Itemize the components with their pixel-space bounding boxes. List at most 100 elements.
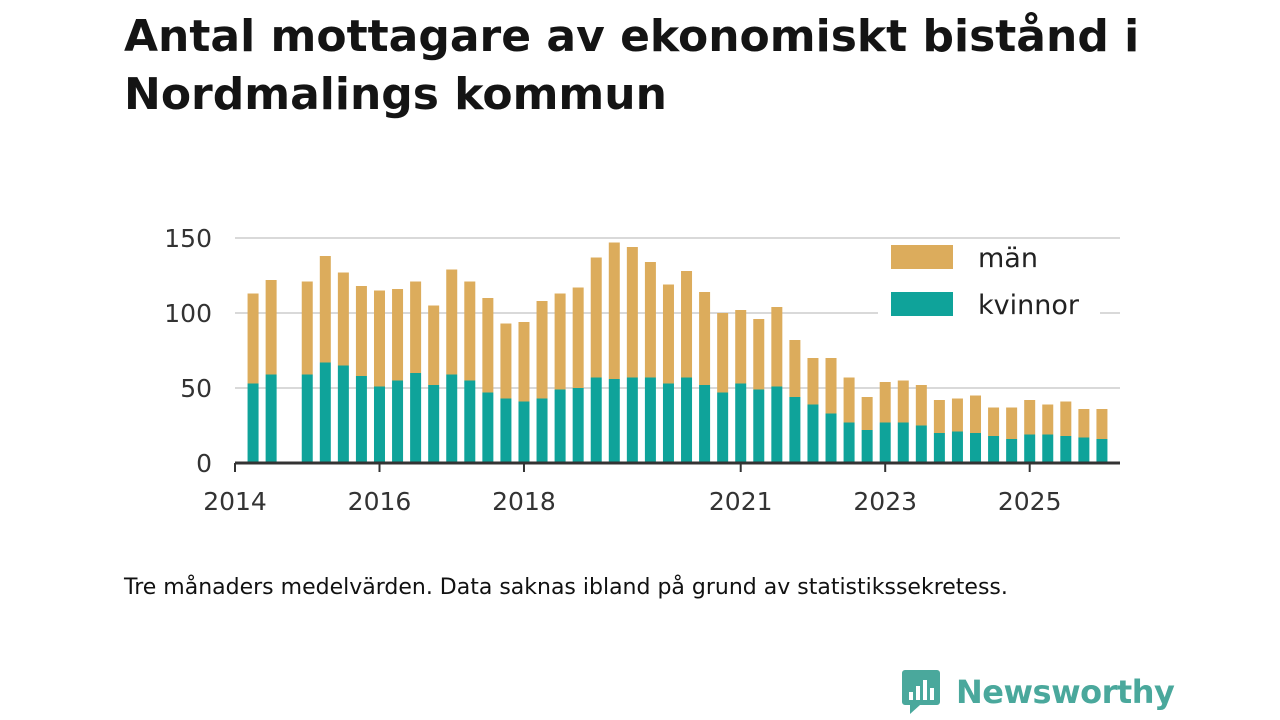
bar-man bbox=[879, 382, 891, 423]
bar-kvinnor bbox=[392, 380, 404, 463]
brand-name: Newsworthy bbox=[956, 673, 1175, 711]
bar-kvinnor bbox=[988, 436, 1000, 463]
y-tick-label: 0 bbox=[196, 449, 212, 478]
bar-kvinnor bbox=[879, 422, 891, 463]
bar-kvinnor bbox=[717, 392, 729, 463]
bar-kvinnor bbox=[536, 398, 548, 463]
bar-man bbox=[771, 307, 783, 387]
bar-kvinnor bbox=[735, 383, 747, 463]
bar-kvinnor bbox=[662, 383, 674, 463]
bar-kvinnor bbox=[951, 431, 963, 463]
bar-man bbox=[572, 287, 584, 388]
y-tick-label: 150 bbox=[164, 224, 212, 253]
x-axis: 2014 2016 2018 2021 2023 2025 bbox=[203, 461, 1120, 516]
bar-kvinnor bbox=[626, 377, 638, 463]
bar-kvinnor bbox=[644, 377, 656, 463]
bar-man bbox=[464, 281, 476, 381]
x-tick-label: 2018 bbox=[492, 487, 556, 516]
bar-man bbox=[626, 247, 638, 378]
bar-kvinnor bbox=[789, 397, 801, 463]
bar-kvinnor bbox=[699, 385, 711, 463]
bar-kvinnor bbox=[500, 398, 512, 463]
y-tick-label: 100 bbox=[164, 299, 212, 328]
bar-man bbox=[933, 400, 945, 433]
legend-label: män bbox=[978, 243, 1038, 274]
bar-kvinnor bbox=[825, 413, 837, 463]
bar-man bbox=[735, 310, 747, 384]
bar-man bbox=[536, 301, 548, 399]
bar-man bbox=[608, 242, 620, 379]
y-axis: 0 50 100 150 bbox=[164, 224, 212, 478]
bar-kvinnor bbox=[337, 365, 349, 463]
bar-kvinnor bbox=[446, 374, 458, 463]
bar-kvinnor bbox=[1060, 436, 1072, 463]
bar-kvinnor bbox=[590, 377, 602, 463]
legend-label: kvinnor bbox=[978, 290, 1080, 321]
bar-man bbox=[373, 290, 385, 387]
x-tick-label: 2021 bbox=[709, 487, 773, 516]
x-tick-label: 2016 bbox=[348, 487, 412, 516]
bar-kvinnor bbox=[897, 422, 909, 463]
legend-swatch-kvinnor bbox=[891, 292, 953, 316]
legend-swatch-man bbox=[891, 245, 953, 269]
bar-man bbox=[518, 322, 530, 402]
bar-man bbox=[1096, 409, 1108, 439]
bar-man bbox=[428, 305, 440, 385]
bar-man bbox=[500, 323, 512, 399]
bar-man bbox=[753, 319, 765, 390]
bar-kvinnor bbox=[807, 404, 819, 463]
page-title: Antal mottagare av ekonomiskt bistånd i … bbox=[124, 11, 1140, 120]
bar-kvinnor bbox=[681, 377, 693, 463]
bar-man bbox=[897, 380, 909, 423]
bar-kvinnor bbox=[970, 433, 982, 463]
bar-kvinnor bbox=[464, 380, 476, 463]
x-tick-label: 2023 bbox=[853, 487, 917, 516]
bar-kvinnor bbox=[843, 422, 855, 463]
bar-kvinnor bbox=[301, 374, 313, 463]
bar-man bbox=[1024, 400, 1036, 435]
bar-man bbox=[662, 284, 674, 384]
bar-man bbox=[789, 340, 801, 397]
bar-man bbox=[554, 293, 566, 390]
bar-man bbox=[861, 397, 873, 430]
bar-kvinnor bbox=[554, 389, 566, 463]
bar-kvinnor bbox=[861, 430, 873, 463]
bar-man bbox=[681, 271, 693, 378]
bar-kvinnor bbox=[1024, 434, 1036, 463]
bar-kvinnor bbox=[247, 383, 259, 463]
bar-man bbox=[644, 262, 656, 378]
y-tick-label: 50 bbox=[180, 374, 212, 403]
stacked-bar-chart: 0 50 100 150 2014 2016 2018 2021 2023 2025 män kv… bbox=[164, 224, 1120, 516]
x-tick-label: 2025 bbox=[998, 487, 1062, 516]
bar-man bbox=[410, 281, 422, 373]
brand-logo[interactable]: Newsworthy bbox=[900, 668, 1175, 716]
bar-man bbox=[951, 398, 963, 432]
bar-kvinnor bbox=[410, 373, 422, 463]
bar-man bbox=[1042, 404, 1054, 435]
legend: män kvinnor bbox=[878, 240, 1100, 321]
bar-man bbox=[1078, 409, 1090, 438]
bar-man bbox=[807, 358, 819, 405]
bar-man bbox=[265, 280, 277, 375]
footnote: Tre månaders medelvärden. Data saknas ib… bbox=[124, 575, 1008, 600]
bar-kvinnor bbox=[428, 385, 440, 463]
bar-kvinnor bbox=[1042, 434, 1054, 463]
bar-man bbox=[446, 269, 458, 375]
bar-kvinnor bbox=[355, 376, 367, 463]
bar-man bbox=[699, 292, 711, 385]
bar-man bbox=[301, 281, 313, 375]
bar-kvinnor bbox=[373, 386, 385, 463]
bar-man bbox=[590, 257, 602, 378]
bar-kvinnor bbox=[265, 374, 277, 463]
bar-man bbox=[1060, 401, 1072, 436]
bar-man bbox=[319, 256, 331, 363]
bar-kvinnor bbox=[1078, 437, 1090, 463]
bar-kvinnor bbox=[915, 425, 927, 463]
bar-chart-logo-icon bbox=[902, 670, 940, 714]
bar-kvinnor bbox=[518, 401, 530, 463]
bar-man bbox=[1006, 407, 1018, 439]
bar-kvinnor bbox=[1006, 439, 1018, 463]
bar-man bbox=[482, 298, 494, 393]
bar-kvinnor bbox=[572, 388, 584, 463]
x-tick-label: 2014 bbox=[203, 487, 267, 516]
